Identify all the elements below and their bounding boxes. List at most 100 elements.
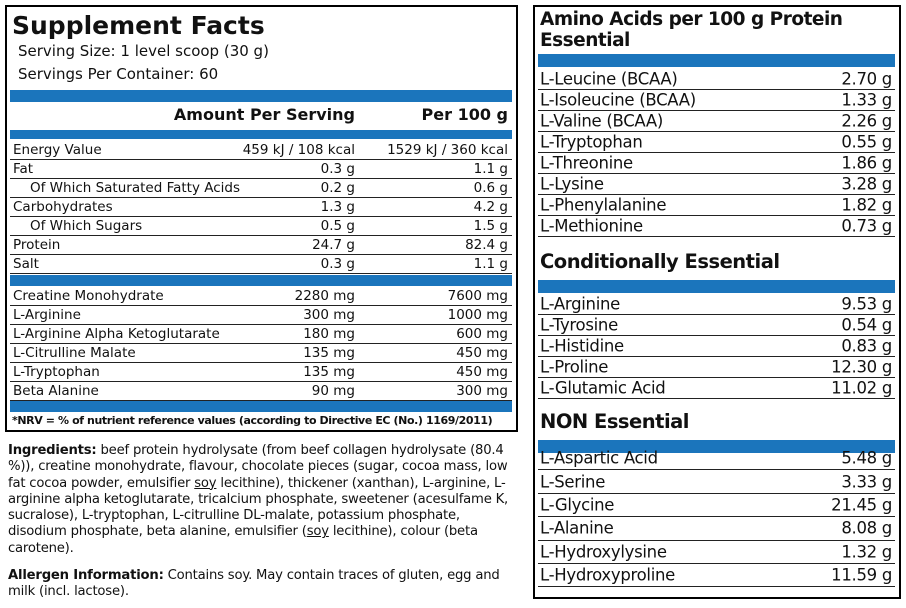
blue-bar — [10, 275, 512, 286]
blue-bar — [10, 130, 512, 139]
section-heading: Essential — [540, 30, 630, 51]
amino-row: L-Serine 3.33 g — [538, 470, 895, 494]
amount-per-serving: 0.3 g — [320, 256, 355, 272]
amino-value: 1.33 g — [841, 90, 892, 110]
blue-bar — [538, 280, 895, 293]
table-row: Salt 0.3 g 1.1 g — [10, 255, 512, 274]
nutrient-name: Carbohydrates — [13, 199, 113, 215]
amount-per-100g: 600 mg — [456, 326, 508, 342]
amount-per-serving: 135 mg — [303, 345, 355, 361]
nutrient-name: Protein — [13, 237, 61, 253]
table-row: L-Arginine 300 mg 1000 mg — [10, 306, 512, 325]
amino-row: L-Alanine 8.08 g — [538, 517, 895, 541]
allergen-word: soy — [194, 475, 217, 491]
nutrient-name: Energy Value — [13, 142, 102, 158]
table-row: Of Which Saturated Fatty Acids 0.2 g 0.6 g — [10, 179, 512, 198]
serving-size: Serving Size: 1 level scoop (30 g) — [18, 42, 269, 60]
amount-per-serving: 135 mg — [303, 364, 355, 380]
blue-bar — [538, 54, 895, 67]
amino-name: L-Glycine — [540, 495, 615, 515]
amino-value: 1.32 g — [841, 542, 892, 562]
amino-name: L-Isoleucine (BCAA) — [540, 90, 696, 110]
amino-value: 1.82 g — [841, 195, 892, 215]
value: 60 — [199, 65, 219, 83]
amino-value: 11.59 g — [831, 565, 892, 585]
table-row: L-Citrulline Malate 135 mg 450 mg — [10, 344, 512, 363]
amino-value: 0.55 g — [841, 132, 892, 152]
amino-row: L-Histidine 0.83 g — [538, 336, 895, 357]
blue-bar — [538, 440, 895, 453]
label: Servings Per Container: — [18, 65, 195, 83]
amino-box — [533, 5, 901, 599]
amino-name: L-Proline — [540, 357, 609, 377]
amount-per-serving: 180 mg — [303, 326, 355, 342]
amino-row: L-Threonine 1.86 g — [538, 153, 895, 174]
ingredients: Ingredients: beef protein hydrolysate (f… — [8, 443, 520, 557]
amino-name: L-Glutamic Acid — [540, 378, 666, 398]
amino-name: L-Threonine — [540, 153, 633, 173]
amino-row: L-Tryptophan 0.55 g — [538, 132, 895, 153]
amino-row: L-Methionine 0.73 g — [538, 216, 895, 237]
amino-name: L-Arginine — [540, 294, 620, 314]
amino-value: 0.54 g — [841, 315, 892, 335]
amount-per-serving: 90 mg — [311, 383, 355, 399]
amino-row: L-Aspartic Acid 5.48 g — [538, 447, 895, 471]
amino-name: L-Methionine — [540, 216, 643, 236]
table-row: Energy Value 459 kJ / 108 kcal 1529 kJ / 3… — [10, 141, 512, 160]
amino-row: L-Glycine 21.45 g — [538, 494, 895, 518]
note: *NRV = % of nutrient reference values (a… — [12, 414, 493, 427]
amino-row: L-Tyrosine 0.54 g — [538, 315, 895, 336]
nutrient-name: Beta Alanine — [13, 383, 99, 399]
allergen: Allergen Information: Contains soy. May … — [8, 568, 520, 601]
text: beef protein hydrolysate (from beef coll… — [8, 443, 508, 491]
blue-bar — [10, 401, 512, 412]
table-row: Creatine Monohydrate 2280 mg 7600 mg — [10, 287, 512, 306]
amino-row: L-Isoleucine (BCAA) 1.33 g — [538, 90, 895, 111]
amount-per-100g: 7600 mg — [447, 288, 508, 304]
amino-row: L-Hydroxylysine 1.32 g — [538, 541, 895, 564]
amino-value: 2.26 g — [841, 111, 892, 131]
amino-name: L-Hydroxyproline — [540, 565, 676, 585]
text: lecithine), thickener (xanthan), L-argin… — [8, 475, 509, 540]
amount-per-serving: 300 mg — [303, 307, 355, 323]
amount-per-serving: 24.7 g — [312, 237, 355, 253]
amount-per-100g: 1.1 g — [473, 161, 508, 177]
amino-row: L-Arginine 9.53 g — [538, 294, 895, 315]
supplement-box — [5, 5, 518, 432]
nutrient-name: Fat — [13, 161, 34, 177]
text: Contains soy. May contain traces of glut… — [8, 568, 500, 600]
amino-name: L-Tryptophan — [540, 132, 643, 152]
amino-name: L-Histidine — [540, 336, 624, 356]
amount-per-100g: 450 mg — [456, 364, 508, 380]
amino-value: 9.53 g — [841, 294, 892, 314]
amino-value: 1.86 g — [841, 153, 892, 173]
amino-name: L-Phenylalanine — [540, 195, 667, 215]
amount-per-serving: 459 kJ / 108 kcal — [242, 142, 355, 158]
amino-name: L-Serine — [540, 472, 606, 492]
amino-name: L-Leucine (BCAA) — [540, 69, 678, 89]
amino-value: 5.48 g — [841, 448, 892, 468]
amino-name: L-Aspartic Acid — [540, 448, 658, 468]
amino-row: L-Phenylalanine 1.82 g — [538, 195, 895, 216]
amino-value: 3.28 g — [841, 174, 892, 194]
nutrient-name: L-Arginine — [13, 307, 81, 323]
table-row: L-Arginine Alpha Ketoglutarate 180 mg 600 … — [10, 325, 512, 344]
label: Allergen Information: — [8, 568, 164, 583]
label: Serving Size: — [18, 42, 116, 60]
section-heading: NON Essential — [540, 410, 690, 433]
nutrient-name: Of Which Sugars — [30, 218, 143, 234]
amino-name: L-Tyrosine — [540, 315, 618, 335]
nutrient-name: L-Arginine Alpha Ketoglutarate — [13, 326, 220, 342]
amino-value: 0.73 g — [841, 216, 892, 236]
nutrient-name: Of Which Saturated Fatty Acids — [30, 180, 241, 196]
table-row: Beta Alanine 90 mg 300 mg — [10, 382, 512, 401]
amount-per-serving: 0.5 g — [320, 218, 355, 234]
amino-name: L-Lysine — [540, 174, 604, 194]
table-row: Protein 24.7 g 82.4 g — [10, 236, 512, 255]
table-row: Carbohydrates 1.3 g 4.2 g — [10, 198, 512, 217]
amount-per-100g: 1000 mg — [447, 307, 508, 323]
amino-value: 21.45 g — [831, 495, 892, 515]
amount-per-serving: 1.3 g — [320, 199, 355, 215]
nutrient-name: L-Citrulline Malate — [13, 345, 136, 361]
nutrient-name: Salt — [13, 256, 39, 272]
